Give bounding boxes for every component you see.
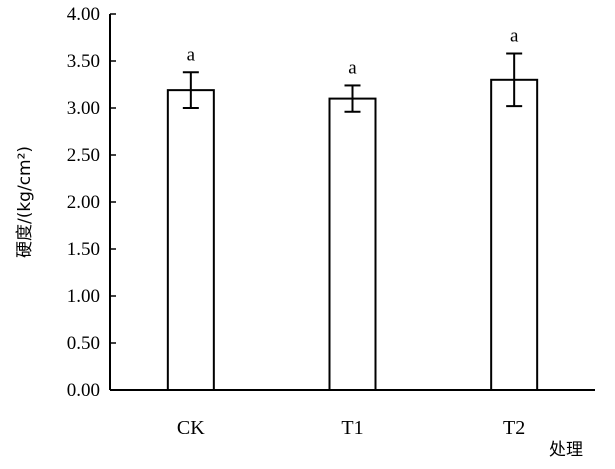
- bar-t1: [328, 97, 377, 391]
- y-tick-label: 1.00: [67, 286, 100, 307]
- y-tick-label: 2.50: [67, 145, 100, 166]
- x-axis-title: 处理: [549, 440, 583, 460]
- significance-label: a: [348, 57, 357, 78]
- y-tick-label: 3.00: [67, 98, 100, 119]
- y-tick-label: 2.00: [67, 192, 100, 213]
- y-axis-ticks: 0.00 0.50 1.00 1.50 2.00 2.50 3.00 3.50 4.00: [67, 4, 116, 401]
- category-label-t1: T1: [341, 417, 363, 439]
- y-tick-label: 1.50: [67, 239, 100, 260]
- category-label-ck: CK: [177, 417, 205, 439]
- y-tick-label: 3.50: [67, 51, 100, 72]
- bar-t2: [490, 78, 539, 392]
- y-tick-label: 4.00: [67, 4, 100, 25]
- significance-label: a: [510, 25, 519, 46]
- y-axis-title: 硬度/(kg/cm²): [15, 146, 35, 258]
- y-tick-label: 0.00: [67, 380, 100, 401]
- x-axis-categories: CK T1 T2: [177, 417, 525, 439]
- category-label-t2: T2: [503, 417, 525, 439]
- error-bars: [182, 52, 523, 113]
- significance-labels: a a a: [187, 25, 519, 78]
- bars: [166, 78, 539, 392]
- significance-label: a: [187, 44, 196, 65]
- bar-ck: [166, 89, 215, 391]
- y-tick-label: 0.50: [67, 333, 100, 354]
